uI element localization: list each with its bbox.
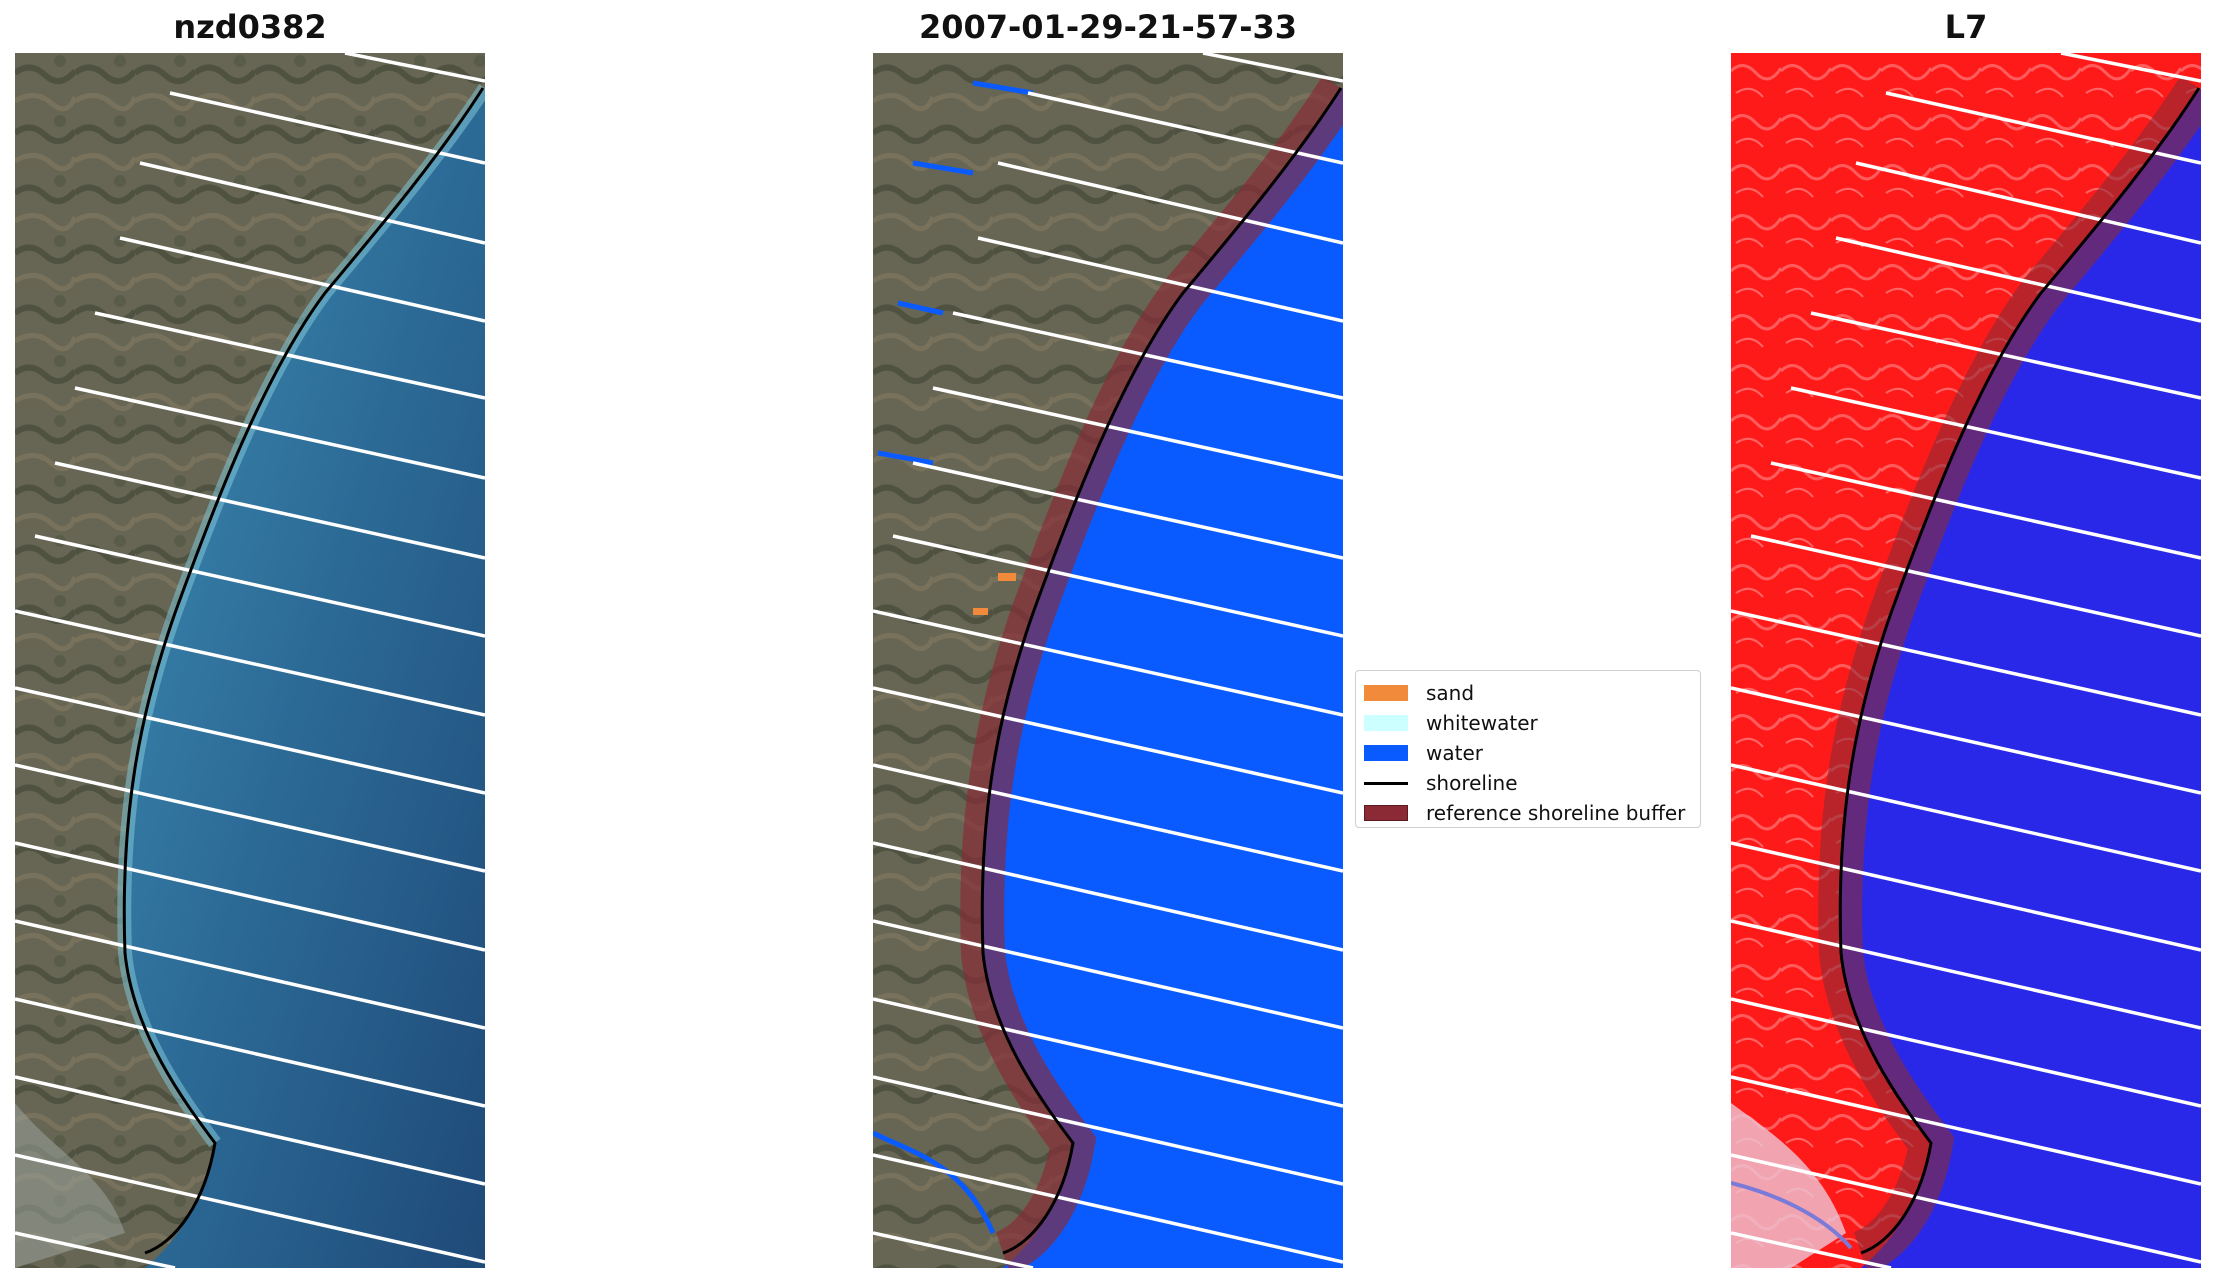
sea-area <box>124 88 485 1268</box>
legend-item-water: water <box>1364 738 1692 768</box>
legend-swatch-whitewater <box>1364 715 1408 731</box>
scanline-gaps <box>15 53 485 1268</box>
classified-image <box>873 53 1343 1268</box>
legend-label-whitewater: whitewater <box>1426 711 1538 735</box>
legend-item-buffer: reference shoreline buffer <box>1364 798 1692 828</box>
small-water-patches <box>873 80 1034 1234</box>
legend-swatch-sand <box>1364 685 1408 701</box>
sand-patches <box>973 573 1016 615</box>
legend-label-sand: sand <box>1426 681 1475 705</box>
legend-label-shoreline: shoreline <box>1426 771 1518 795</box>
shoreline <box>980 87 1343 1255</box>
scanline-gaps <box>1731 53 2201 1268</box>
panel-title-date: 2007-01-29-21-57-33 <box>918 8 1298 46</box>
legend-swatch-water <box>1364 745 1408 761</box>
shoreline <box>1838 87 2201 1255</box>
scanline-gaps <box>873 53 1343 1268</box>
panel-title-rgb: nzd0382 <box>173 8 327 46</box>
legend-item-shoreline: shoreline <box>1364 768 1692 798</box>
water-class <box>982 88 1343 1268</box>
legend-item-sand: sand <box>1364 678 1692 708</box>
rgb-satellite-image <box>15 53 485 1268</box>
index-image <box>1731 53 2201 1268</box>
shoreline <box>122 87 485 1255</box>
legend-swatch-buffer <box>1364 805 1408 821</box>
legend-label-buffer: reference shoreline buffer <box>1426 801 1686 825</box>
legend-label-water: water <box>1426 741 1483 765</box>
legend: sand whitewater water shoreline referenc… <box>1355 670 1701 828</box>
legend-item-whitewater: whitewater <box>1364 708 1692 738</box>
water-index-area <box>1840 88 2201 1268</box>
legend-line-shoreline <box>1364 781 1408 785</box>
panel-title-sensor: L7 <box>1944 8 1988 46</box>
